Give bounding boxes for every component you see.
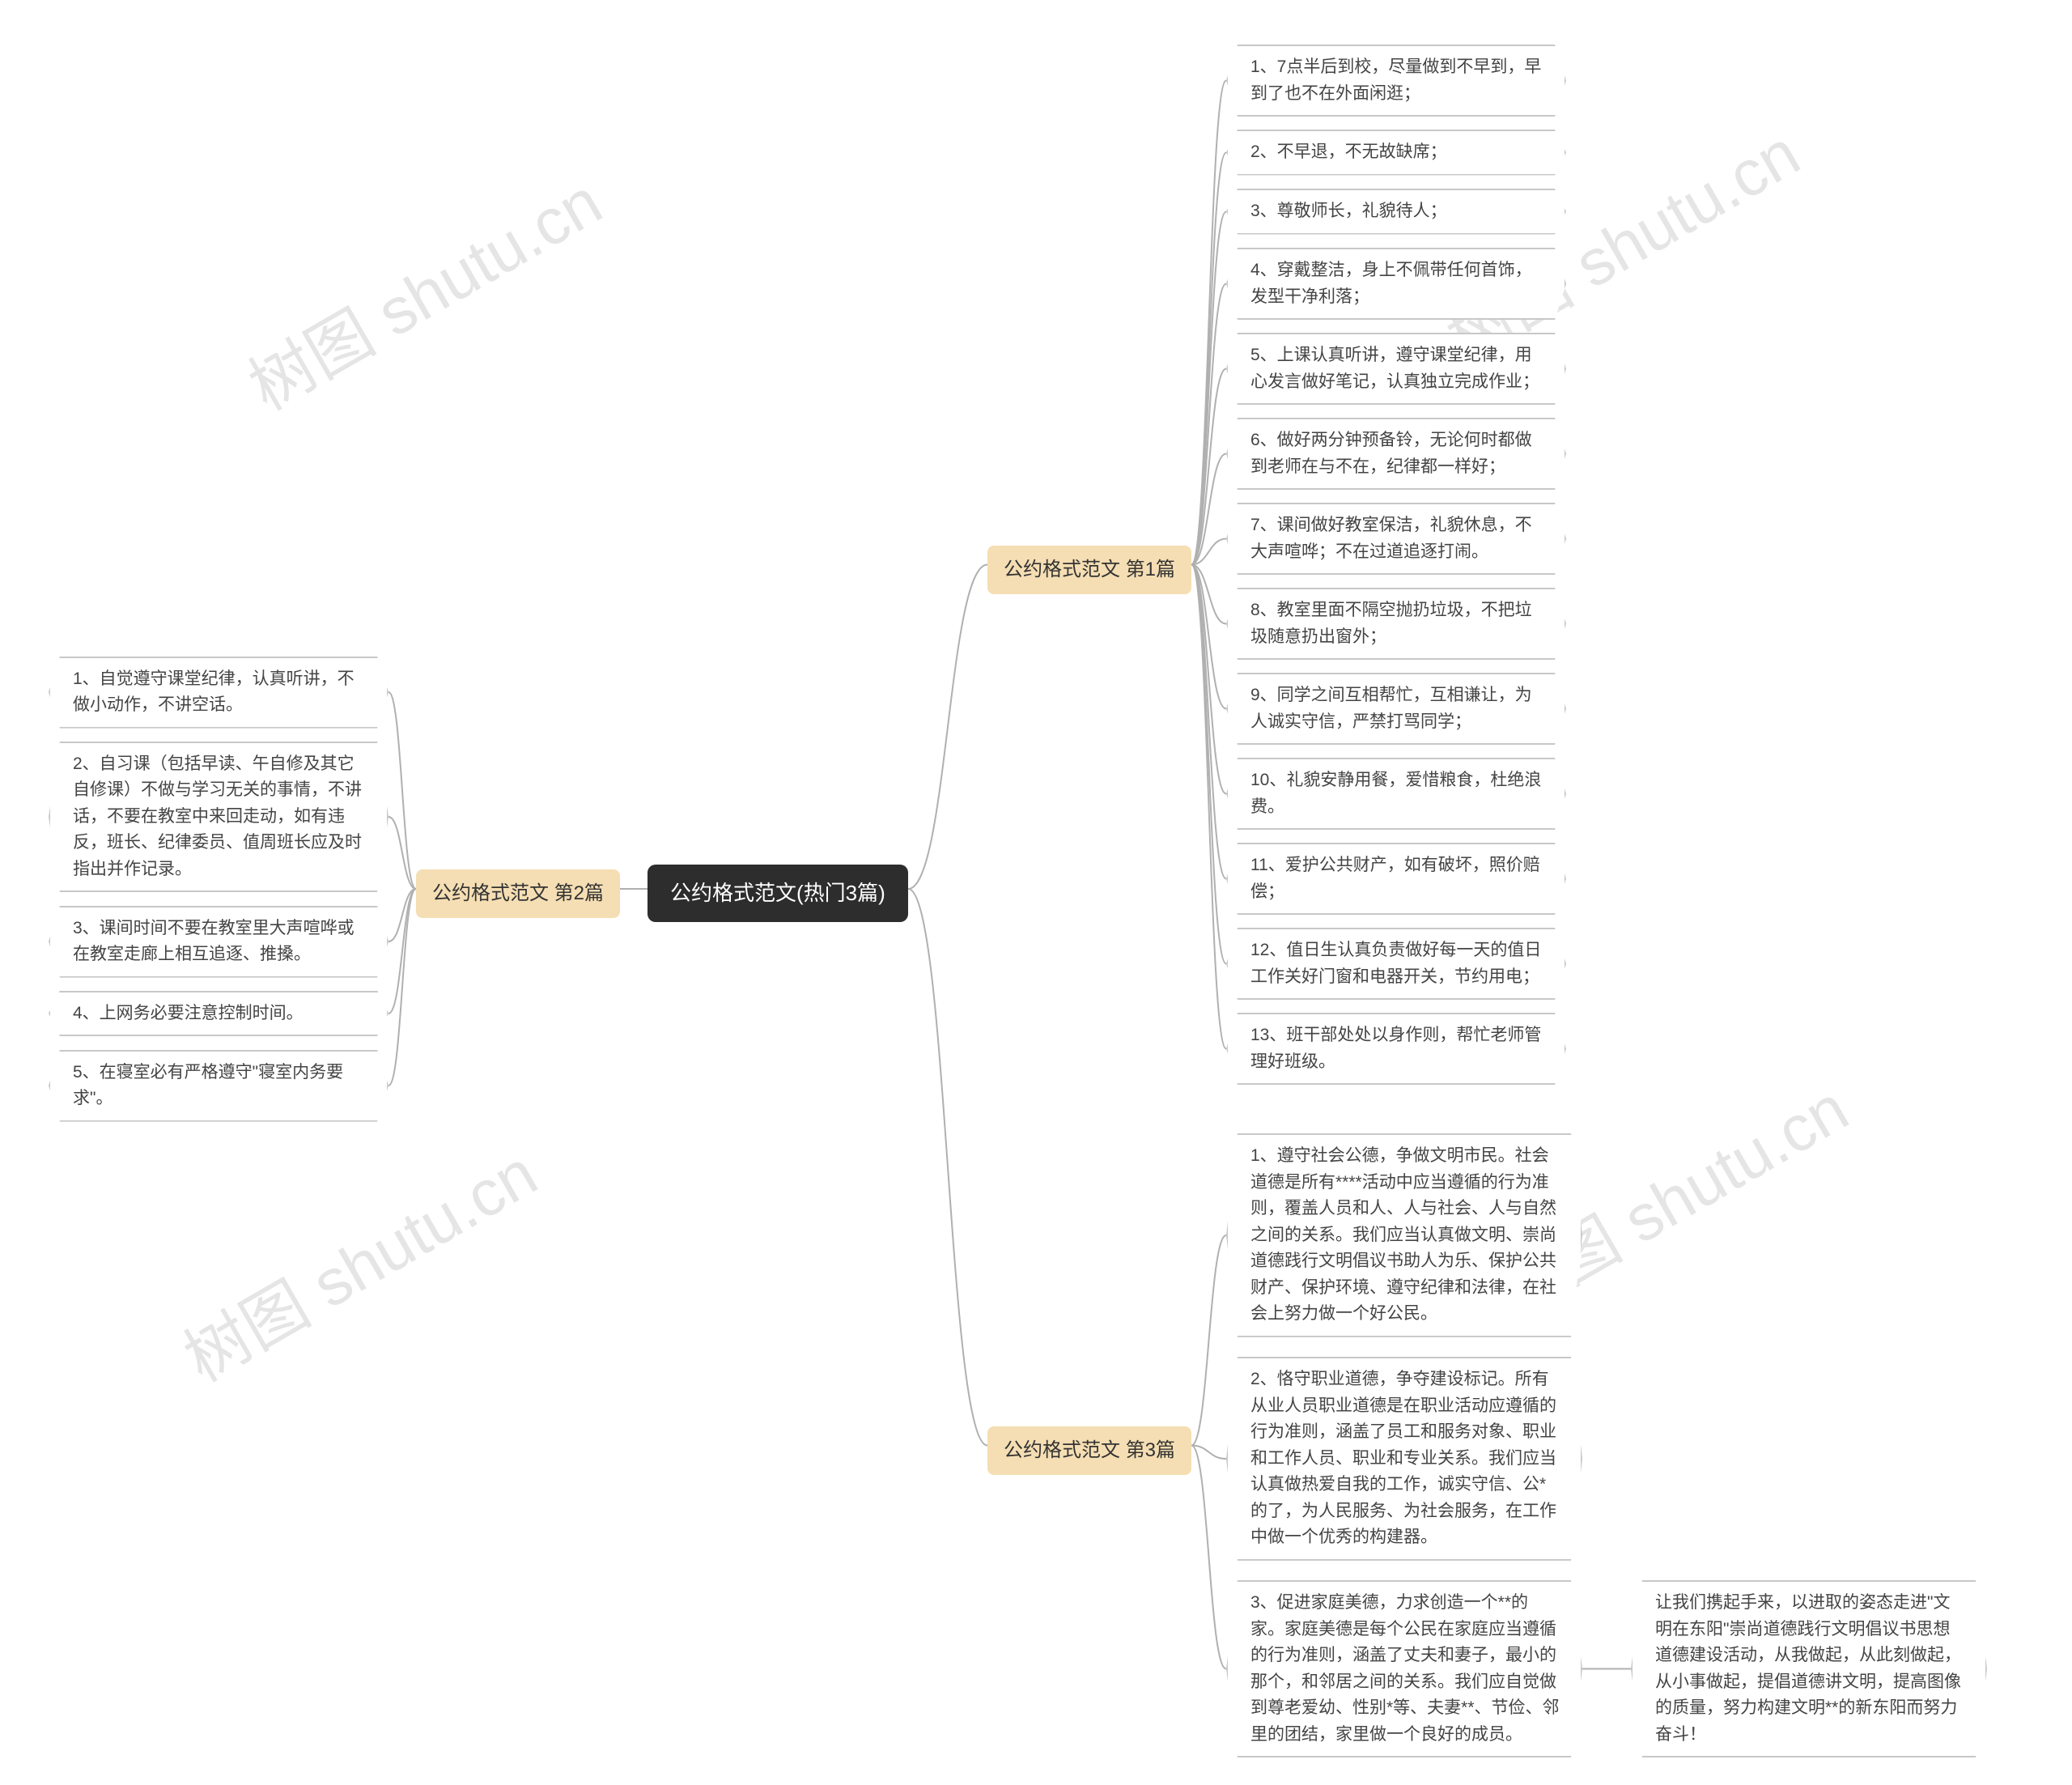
watermark: 树图 shutu.cn bbox=[164, 1123, 551, 1400]
leaf-b1-9: 9、同学之间互相帮忙，互相谦让，为人诚实守信，严禁打骂同学； bbox=[1226, 673, 1566, 745]
leaf-b3-extra: 让我们携起手来，以进取的姿态走进"文明在东阳"崇尚道德践行文明倡议书思想道德建设… bbox=[1631, 1580, 1987, 1757]
leaf-b3-3: 3、促进家庭美德，力求创造一个**的家。家庭美德是每个公民在家庭应当遵循的行为准… bbox=[1226, 1580, 1582, 1757]
leaf-b1-7: 7、课间做好教室保洁，礼貌休息，不大声喧哗；不在过道追逐打闹。 bbox=[1226, 503, 1566, 575]
leaf-b1-3: 3、尊敬师长，礼貌待人； bbox=[1226, 189, 1566, 235]
leaf-b1-11: 11、爱护公共财产，如有破坏，照价赔偿； bbox=[1226, 843, 1566, 915]
leaf-b1-12: 12、值日生认真负责做好每一天的值日工作关好门窗和电器开关，节约用电； bbox=[1226, 928, 1566, 1000]
leaf-b1-13: 13、班干部处处以身作则，帮忙老师管理好班级。 bbox=[1226, 1013, 1566, 1085]
leaf-b3-2: 2、恪守职业道德，争夺建设标记。所有从业人员职业道德是在职业活动应遵循的行为准则… bbox=[1226, 1357, 1582, 1561]
leaf-b2-1: 1、自觉遵守课堂纪律，认真听讲，不做小动作，不讲空话。 bbox=[49, 657, 388, 729]
leaf-b2-3: 3、课间时间不要在教室里大声喧哗或在教室走廊上相互追逐、推搡。 bbox=[49, 906, 388, 978]
leaf-b1-6: 6、做好两分钟预备铃，无论何时都做到老师在与不在，纪律都一样好； bbox=[1226, 418, 1566, 490]
leaf-b2-5: 5、在寝室必有严格遵守"寝室内务要求"。 bbox=[49, 1050, 388, 1122]
leaf-b1-4: 4、穿戴整洁，身上不佩带任何首饰，发型干净利落； bbox=[1226, 248, 1566, 320]
mindmap-connectors bbox=[0, 0, 2072, 1785]
branch-article-3: 公约格式范文 第3篇 bbox=[987, 1426, 1191, 1475]
watermark: 树图 shutu.cn bbox=[229, 151, 616, 429]
branch-article-2: 公约格式范文 第2篇 bbox=[416, 869, 620, 918]
leaf-b1-8: 8、教室里面不隔空抛扔垃圾，不把垃圾随意扔出窗外； bbox=[1226, 588, 1566, 660]
leaf-b1-2: 2、不早退，不无故缺席； bbox=[1226, 130, 1566, 176]
leaf-b2-4: 4、上网务必要注意控制时间。 bbox=[49, 991, 388, 1037]
leaf-b3-1: 1、遵守社会公德，争做文明市民。社会道德是所有****活动中应当遵循的行为准则，… bbox=[1226, 1133, 1582, 1337]
leaf-b1-1: 1、7点半后到校，尽量做到不早到，早到了也不在外面闲逛； bbox=[1226, 45, 1566, 117]
mindmap-root: 公约格式范文(热门3篇) bbox=[648, 865, 908, 922]
leaf-b1-10: 10、礼貌安静用餐，爱惜粮食，杜绝浪费。 bbox=[1226, 758, 1566, 830]
leaf-b1-5: 5、上课认真听讲，遵守课堂纪律，用心发言做好笔记，认真独立完成作业； bbox=[1226, 333, 1566, 405]
branch-article-1: 公约格式范文 第1篇 bbox=[987, 546, 1191, 594]
leaf-b2-2: 2、自习课（包括早读、午自修及其它自修课）不做与学习无关的事情，不讲话，不要在教… bbox=[49, 742, 388, 893]
